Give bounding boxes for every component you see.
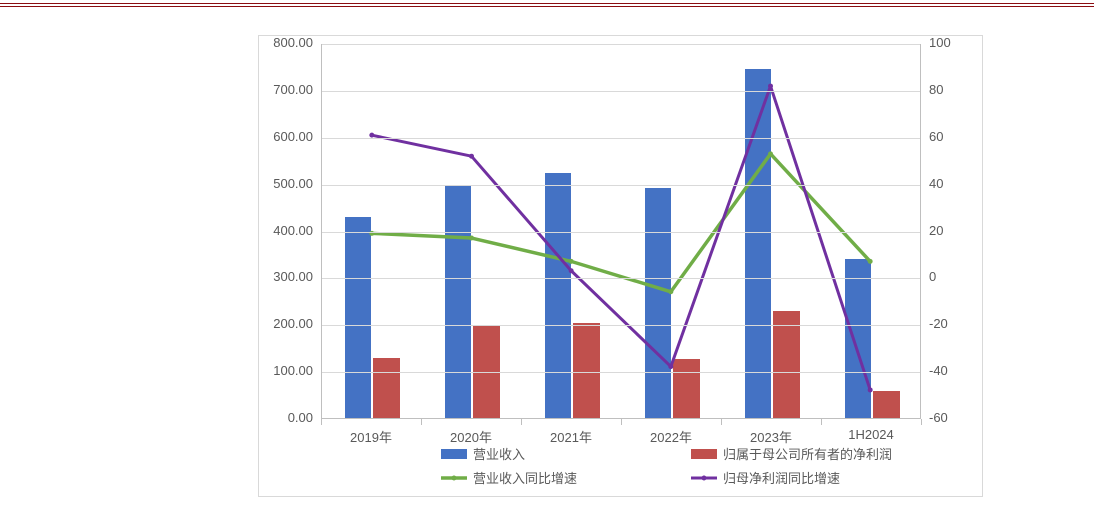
marker-profit_yoy [569, 268, 574, 273]
x-tick-label: 1H2024 [848, 427, 894, 442]
gridline [322, 325, 920, 326]
top-rule-2 [0, 6, 1094, 7]
top-rule-1 [0, 3, 1094, 4]
x-tick-label: 2021年 [550, 427, 592, 446]
legend-swatch-line [691, 473, 717, 483]
y-left-tick-label: 300.00 [273, 269, 313, 284]
gridline [322, 138, 920, 139]
legend-item-net_profit: 归属于母公司所有者的净利润 [691, 444, 892, 463]
x-tick-label: 2022年 [650, 427, 692, 446]
x-tick-label: 2019年 [350, 427, 392, 446]
y-right-tick-label: -20 [929, 316, 948, 331]
y-right-tick-label: 40 [929, 176, 943, 191]
legend-item-revenue: 营业收入 [441, 444, 525, 463]
y-left-tick-label: 100.00 [273, 363, 313, 378]
legend-item-profit_yoy: 归母净利润同比增速 [691, 468, 840, 487]
legend-swatch-bar [691, 449, 717, 459]
legend-item-revenue_yoy: 营业收入同比增速 [441, 468, 577, 487]
legend-label: 归母净利润同比增速 [723, 468, 840, 487]
y-right-tick-label: -60 [929, 410, 948, 425]
y-left-tick-label: 500.00 [273, 176, 313, 191]
y-left-tick-label: 400.00 [273, 223, 313, 238]
marker-profit_yoy [768, 84, 773, 89]
y-right-tick-label: 100 [929, 35, 951, 50]
x-tick [821, 419, 822, 425]
document-top-rule [0, 0, 1094, 10]
marker-revenue_yoy [768, 151, 773, 156]
legend-swatch-bar [441, 449, 467, 459]
x-tick [721, 419, 722, 425]
y-right-tick-label: 60 [929, 129, 943, 144]
plot-area [321, 44, 921, 419]
gridline [322, 44, 920, 45]
gridline [322, 185, 920, 186]
marker-profit_yoy [469, 154, 474, 159]
legend-label: 归属于母公司所有者的净利润 [723, 444, 892, 463]
gridline [322, 91, 920, 92]
y-right-tick-label: 0 [929, 269, 936, 284]
gridline [322, 232, 920, 233]
marker-revenue_yoy [469, 236, 474, 241]
gridline [322, 278, 920, 279]
x-tick [621, 419, 622, 425]
marker-profit_yoy [668, 364, 673, 369]
y-right-tick-label: 20 [929, 223, 943, 238]
y-right-tick-label: 80 [929, 82, 943, 97]
marker-profit_yoy [868, 387, 873, 392]
y-left-tick-label: 0.00 [288, 410, 313, 425]
legend-swatch-line [441, 473, 467, 483]
chart-container: 0.00 100.00 200.00 300.00 400.00 500.00 600.00… [258, 35, 983, 497]
y-right-tick-label: -40 [929, 363, 948, 378]
marker-revenue_yoy [868, 259, 873, 264]
marker-revenue_yoy [569, 259, 574, 264]
x-tick [921, 419, 922, 425]
x-tick [521, 419, 522, 425]
y-left-tick-label: 700.00 [273, 82, 313, 97]
y-left-tick-label: 600.00 [273, 129, 313, 144]
x-tick [321, 419, 322, 425]
x-tick [421, 419, 422, 425]
legend-label: 营业收入 [473, 444, 525, 463]
line-revenue_yoy [372, 154, 870, 292]
gridline [322, 372, 920, 373]
y-left-tick-label: 200.00 [273, 316, 313, 331]
y-left-tick-label: 800.00 [273, 35, 313, 50]
legend-label: 营业收入同比增速 [473, 468, 577, 487]
marker-revenue_yoy [668, 289, 673, 294]
